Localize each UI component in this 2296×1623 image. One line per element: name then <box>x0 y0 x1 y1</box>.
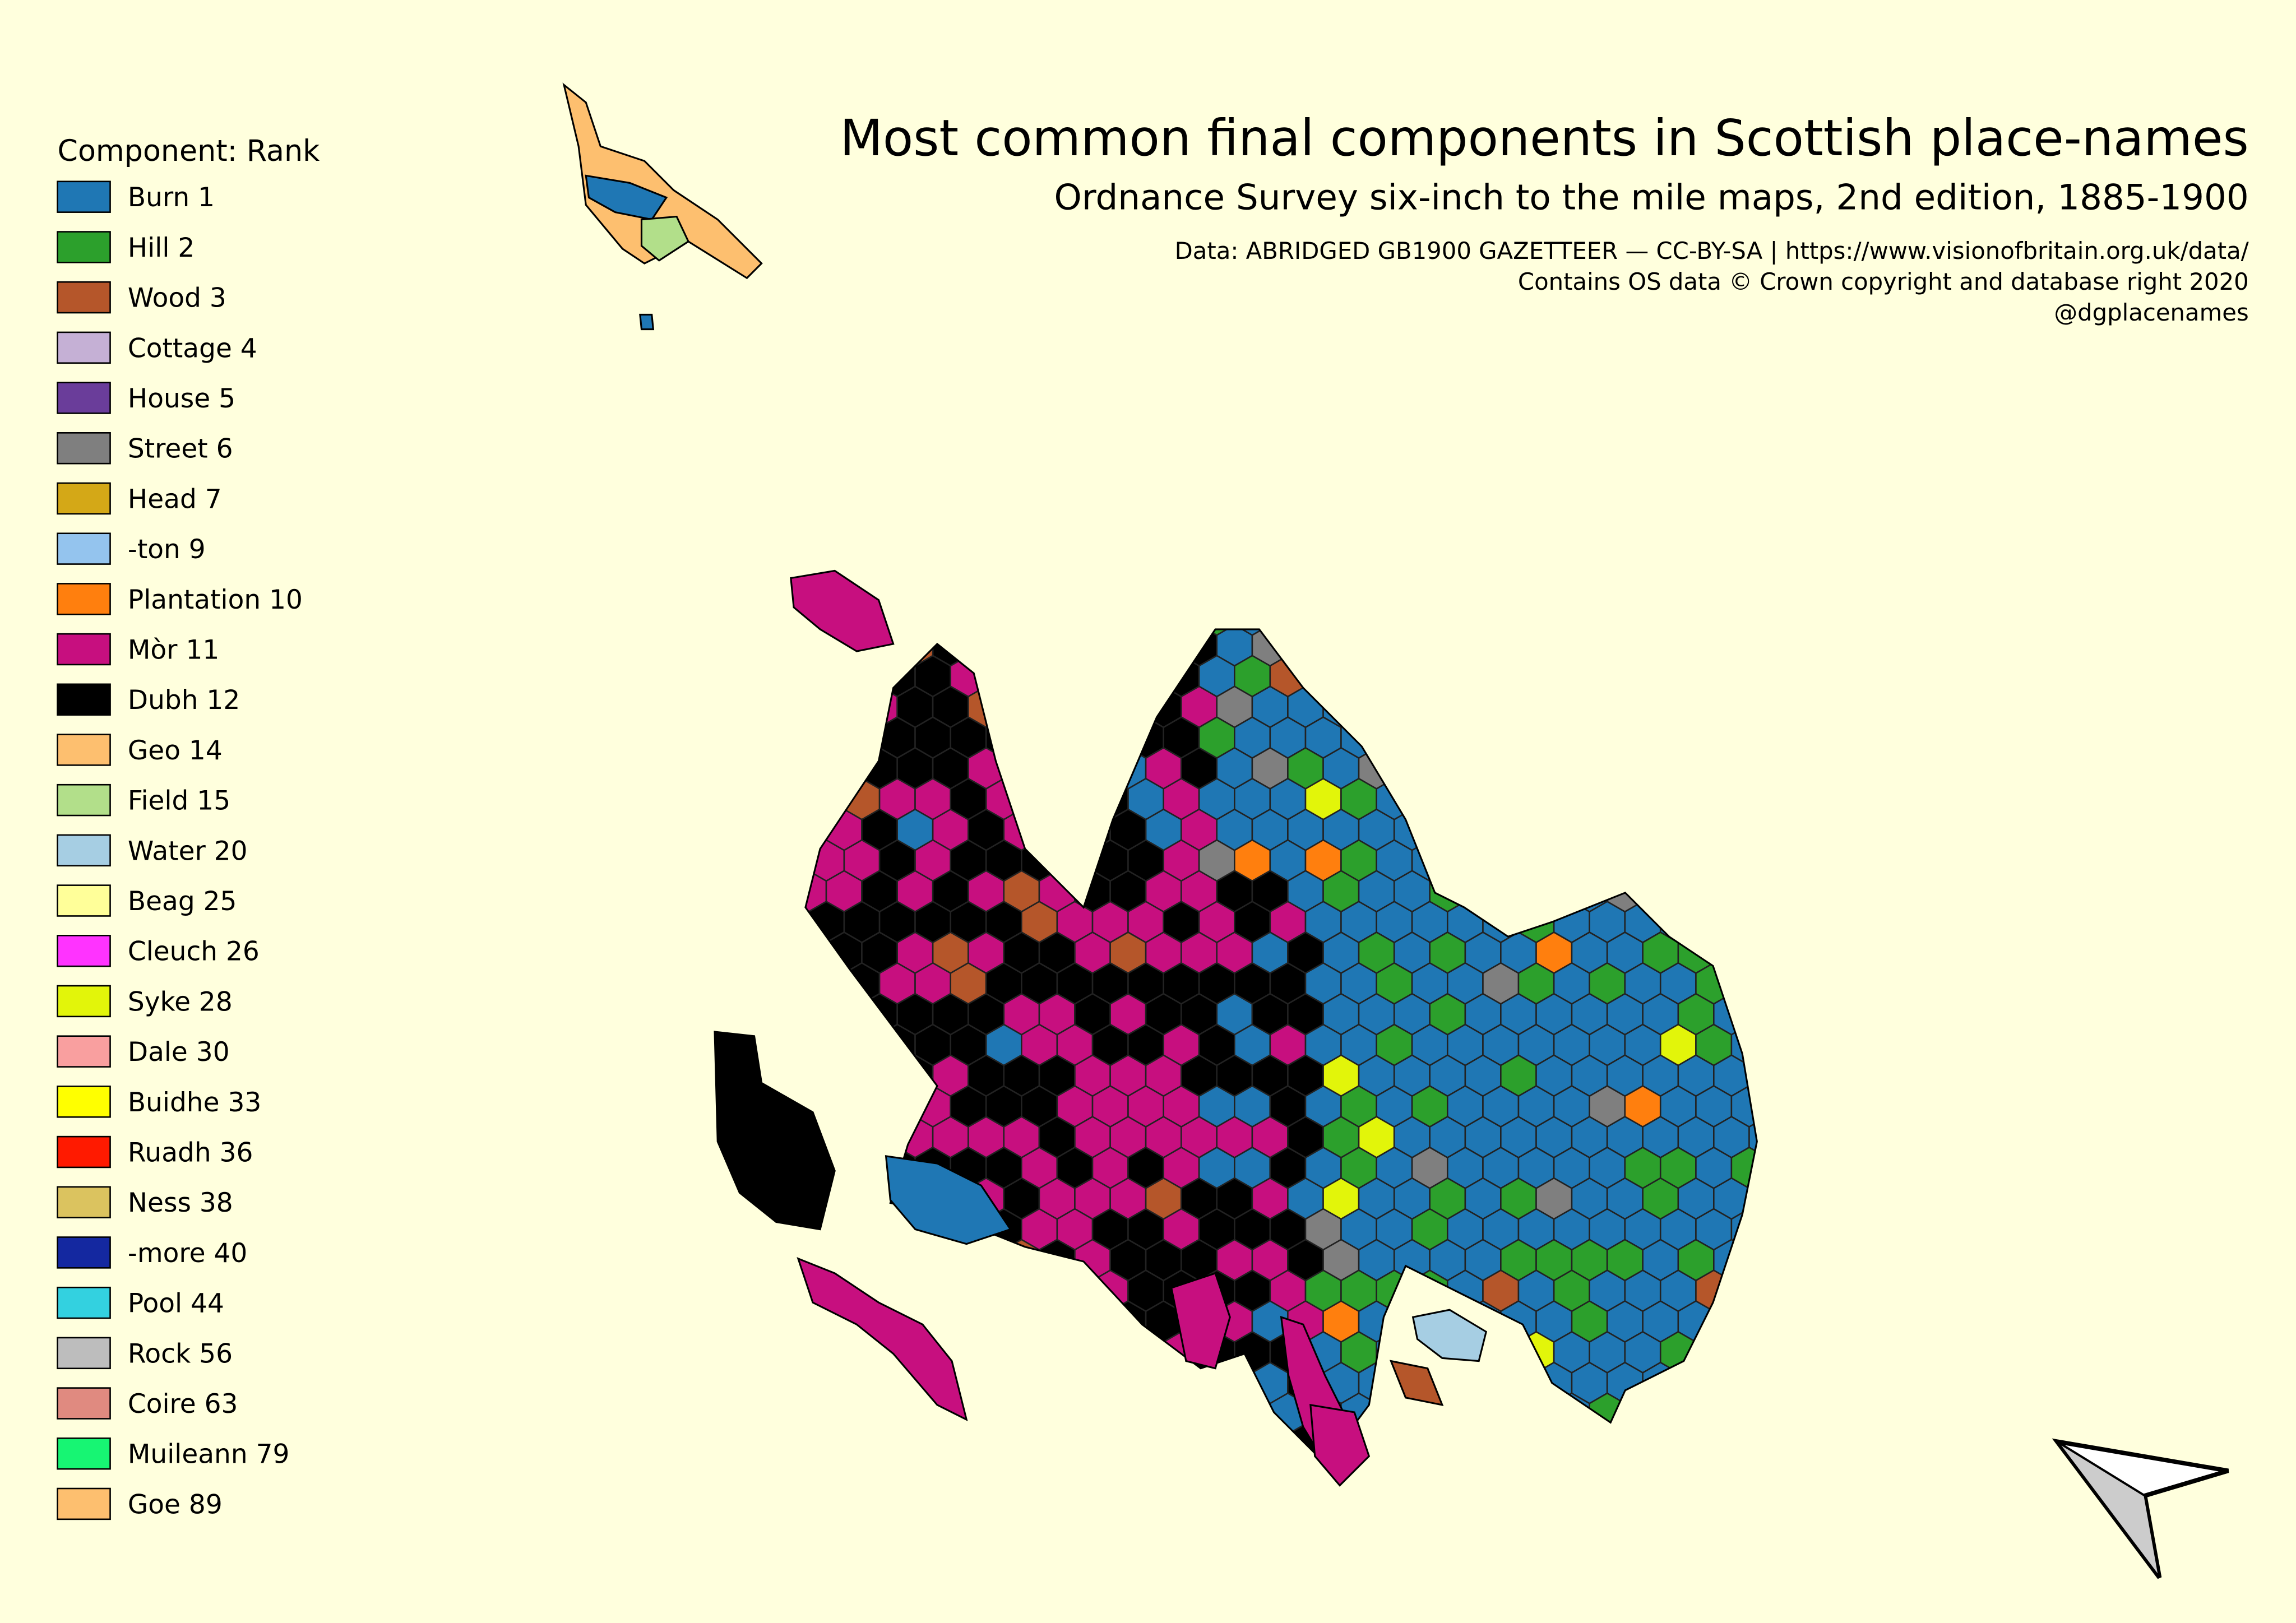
legend-label: Buidhe 33 <box>128 1087 261 1118</box>
legend-swatch <box>57 985 111 1018</box>
credit-line: Contains OS data © Crown copyright and d… <box>1518 268 2249 295</box>
legend-label: Geo 14 <box>128 735 223 766</box>
legend-label: Goe 89 <box>128 1489 223 1520</box>
legend-swatch <box>57 783 111 817</box>
legend-swatch <box>57 432 111 465</box>
legend-swatch <box>57 1236 111 1269</box>
island <box>562 82 763 280</box>
legend-swatch <box>57 1135 111 1168</box>
legend-swatch <box>57 331 111 364</box>
north-arrow-shade <box>2056 1440 2161 1579</box>
legend-swatch <box>57 1035 111 1068</box>
legend-label: Ness 38 <box>128 1188 233 1218</box>
legend-swatch <box>57 734 111 766</box>
legend-label: Ruadh 36 <box>128 1138 253 1168</box>
island <box>639 313 655 331</box>
legend-label: Pool 44 <box>128 1288 224 1319</box>
legend-swatch <box>57 1286 111 1319</box>
legend-swatch <box>57 281 111 314</box>
legend-swatch <box>57 1186 111 1218</box>
legend-label: Field 15 <box>128 786 230 817</box>
credit-line: Data: ABRIDGED GB1900 GAZETTEER — CC-BY-… <box>1175 237 2249 265</box>
legend-swatch <box>57 583 111 615</box>
legend-label: Dale 30 <box>128 1037 230 1068</box>
subtitle: Ordnance Survey six-inch to the mile map… <box>1054 177 2249 217</box>
legend-label: House 5 <box>128 383 235 414</box>
legend-swatch <box>57 532 111 565</box>
legend-label: Street 6 <box>128 434 233 465</box>
credit-line: @dgplacenames <box>2054 299 2248 326</box>
legend-swatch <box>57 1437 111 1470</box>
legend-swatch <box>57 180 111 213</box>
legend-swatch <box>57 1086 111 1118</box>
legend-label: Coire 63 <box>128 1389 238 1420</box>
legend-label: Cottage 4 <box>128 333 257 364</box>
legend-swatch <box>57 1387 111 1420</box>
legend-swatch <box>57 683 111 716</box>
island <box>1389 1360 1444 1407</box>
legend-swatch <box>57 935 111 967</box>
legend-swatch <box>57 482 111 515</box>
island <box>797 1257 968 1421</box>
island <box>790 569 895 652</box>
island <box>640 215 690 262</box>
legend-label: -more 40 <box>128 1238 247 1269</box>
legend-title: Component: Rank <box>58 135 321 168</box>
legend-swatch <box>57 231 111 263</box>
legend-swatch <box>57 834 111 867</box>
legend-label: Mòr 11 <box>128 635 219 666</box>
island <box>1170 1272 1231 1370</box>
legend-label: Head 7 <box>128 484 222 514</box>
legend-label: -ton 9 <box>128 534 206 565</box>
legend-label: Rock 56 <box>128 1338 233 1369</box>
legend-swatch <box>57 633 111 666</box>
legend-label: Water 20 <box>128 836 248 866</box>
title: Most common final components in Scottish… <box>840 109 2248 167</box>
island <box>1411 1309 1488 1362</box>
legend-swatch <box>57 884 111 917</box>
legend-label: Wood 3 <box>128 283 226 314</box>
island <box>714 1031 836 1231</box>
legend-swatch <box>57 1337 111 1370</box>
legend: Burn 1 Hill 2 Wood 3 Cottage 4 House 5 Street… <box>57 180 303 1520</box>
legend-label: Cleuch 26 <box>128 936 260 967</box>
legend-label: Burn 1 <box>128 182 215 213</box>
island <box>1309 1404 1371 1487</box>
legend-swatch <box>57 1487 111 1520</box>
legend-swatch <box>57 382 111 414</box>
legend-label: Syke 28 <box>128 986 233 1017</box>
island <box>885 1155 1012 1245</box>
legend-label: Plantation 10 <box>128 585 303 615</box>
legend-label: Dubh 12 <box>128 685 240 716</box>
legend-label: Muileann 79 <box>128 1439 290 1470</box>
legend-label: Beag 25 <box>128 886 237 917</box>
legend-label: Hill 2 <box>128 233 195 263</box>
north-arrow <box>2052 1438 2229 1579</box>
